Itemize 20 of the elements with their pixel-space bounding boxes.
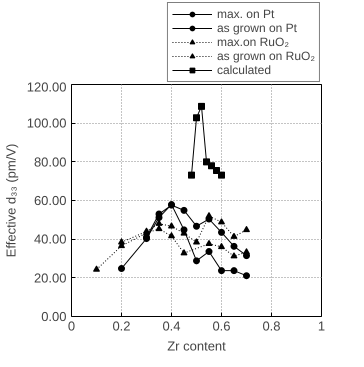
y-tick-label: 80.00: [34, 154, 67, 170]
legend-label: max. on Pt: [216, 7, 274, 21]
y-tick-label: 20.00: [34, 270, 67, 286]
x-tick-label: 0.2: [112, 318, 131, 334]
x-tick-label: 0.6: [212, 318, 231, 334]
x-axis-title: Zr content: [167, 338, 226, 354]
legend-label: calculated: [216, 63, 271, 77]
y-tick-label: 100.00: [26, 116, 67, 131]
y-tick-label: 60.00: [34, 193, 67, 208]
legend-label: as grown on Pt: [216, 21, 297, 35]
y-tick-label: 120.00: [26, 80, 67, 94]
x-tick-label: 0.4: [162, 318, 181, 334]
legend-label: as grown on RuO₂: [216, 49, 315, 63]
legend-label: max.on RuO₂: [216, 35, 289, 49]
y-tick-label: 0.00: [41, 309, 67, 324]
x-tick-label: 0.8: [262, 318, 281, 334]
y-axis-title: Effective d₃₃ (pm/V): [4, 144, 19, 258]
x-tick-label: 0: [68, 318, 76, 334]
x-tick-label: 1: [318, 318, 326, 334]
y-tick-label: 40.00: [34, 232, 67, 247]
